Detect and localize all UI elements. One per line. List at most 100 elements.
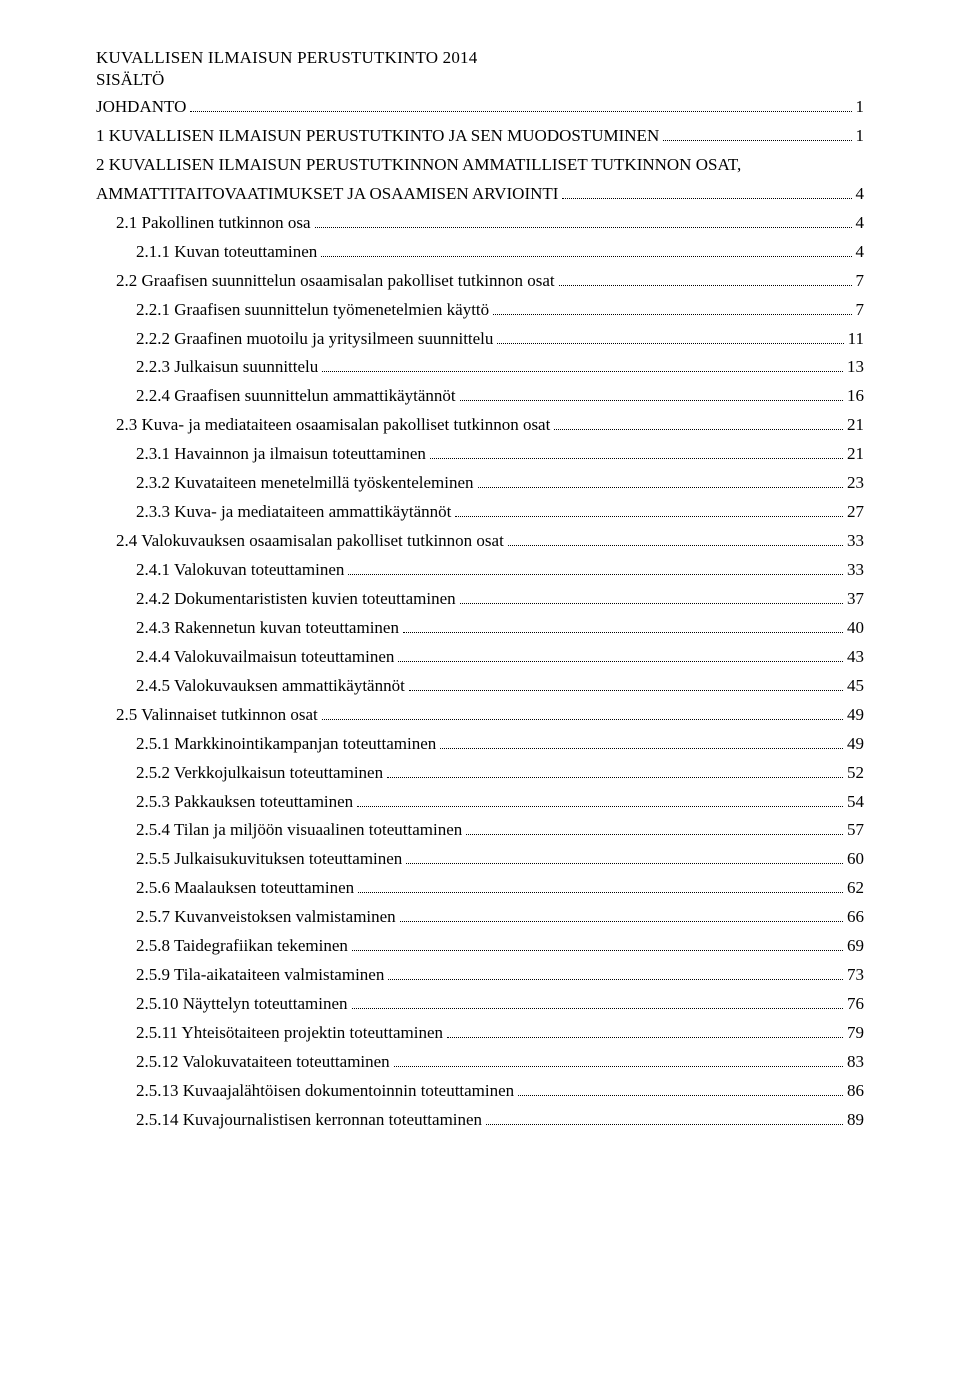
toc-page-number: 45: [847, 675, 864, 698]
toc-leader-dots: [486, 1124, 843, 1125]
toc-label: 2 KUVALLISEN ILMAISUN PERUSTUTKINNON AMM…: [96, 154, 864, 177]
toc-entry: 2.5.9 Tila-aikataiteen valmistaminen73: [96, 964, 864, 987]
toc-entry: 2.5.4 Tilan ja miljöön visuaalinen toteu…: [96, 819, 864, 842]
toc-page-number: 1: [856, 96, 865, 119]
toc-page-number: 83: [847, 1051, 864, 1074]
toc-entry: 2.5 Valinnaiset tutkinnon osat 49: [96, 704, 864, 727]
toc-leader-dots: [508, 545, 843, 546]
toc-page-number: 76: [847, 993, 864, 1016]
toc-label: 2.4 Valokuvauksen osaamisalan pakolliset…: [116, 530, 504, 553]
toc-leader-dots: [466, 834, 843, 835]
toc-label: 2.4.3 Rakennetun kuvan toteuttaminen: [136, 617, 399, 640]
toc-leader-dots: [440, 748, 843, 749]
toc-entry: 2.5.10 Näyttelyn toteuttaminen 76: [96, 993, 864, 1016]
toc-leader-dots: [403, 632, 843, 633]
document-title: KUVALLISEN ILMAISUN PERUSTUTKINTO 2014: [96, 48, 864, 68]
toc-leader-dots: [406, 863, 843, 864]
toc-page-number: 54: [847, 791, 864, 814]
toc-entry: 2.3 Kuva- ja mediataiteen osaamisalan pa…: [96, 414, 864, 437]
toc-leader-dots: [352, 950, 843, 951]
toc-page-number: 49: [847, 733, 864, 756]
toc-entry: 1 KUVALLISEN ILMAISUN PERUSTUTKINTO JA S…: [96, 125, 864, 148]
table-of-contents: JOHDANTO 1 1 KUVALLISEN ILMAISUN PERUSTUTK…: [96, 96, 864, 1132]
toc-label: 2.1.1 Kuvan toteuttaminen: [136, 241, 317, 264]
toc-page-number: 33: [847, 530, 864, 553]
toc-page-number: 7: [856, 299, 865, 322]
toc-page-number: 52: [847, 762, 864, 785]
toc-page-number: 79: [847, 1022, 864, 1045]
toc-page-number: 33: [847, 559, 864, 582]
toc-entry: 2.4.4 Valokuvailmaisun toteuttaminen43: [96, 646, 864, 669]
toc-entry: 2.3.1 Havainnon ja ilmaisun toteuttamine…: [96, 443, 864, 466]
toc-entry: 2.4.2 Dokumentarististen kuvien toteutta…: [96, 588, 864, 611]
toc-entry: 2.4.3 Rakennetun kuvan toteuttaminen40: [96, 617, 864, 640]
toc-page-number: 23: [847, 472, 864, 495]
toc-page-number: 4: [856, 183, 865, 206]
toc-entry: 2.5.6 Maalauksen toteuttaminen62: [96, 877, 864, 900]
toc-label: 2.5.14 Kuvajournalistisen kerronnan tote…: [136, 1109, 482, 1132]
toc-label: 2.4.2 Dokumentarististen kuvien toteutta…: [136, 588, 456, 611]
toc-label: 2.5.9 Tila-aikataiteen valmistaminen: [136, 964, 384, 987]
toc-label: 2.4.1 Valokuvan toteuttaminen: [136, 559, 344, 582]
toc-leader-dots: [493, 314, 851, 315]
toc-page-number: 21: [847, 443, 864, 466]
toc-leader-dots: [394, 1066, 843, 1067]
toc-leader-dots: [430, 458, 843, 459]
toc-entry: 2.5.12 Valokuvataiteen toteuttaminen83: [96, 1051, 864, 1074]
toc-page-number: 13: [847, 356, 864, 379]
toc-label: 2.5.1 Markkinointikampanjan toteuttamine…: [136, 733, 436, 756]
toc-page-number: 1: [856, 125, 865, 148]
toc-page-number: 86: [847, 1080, 864, 1103]
toc-label: 2.2.4 Graafisen suunnittelun ammattikäyt…: [136, 385, 456, 408]
toc-label: 2.5.2 Verkkojulkaisun toteuttaminen: [136, 762, 383, 785]
toc-page-number: 37: [847, 588, 864, 611]
toc-label: 2.5.3 Pakkauksen toteuttaminen: [136, 791, 353, 814]
toc-page-number: 11: [848, 328, 864, 351]
toc-leader-dots: [518, 1095, 843, 1096]
toc-leader-dots: [388, 979, 843, 980]
toc-leader-dots: [352, 1008, 843, 1009]
toc-entry: 2.4 Valokuvauksen osaamisalan pakolliset…: [96, 530, 864, 553]
toc-leader-dots: [315, 227, 852, 228]
toc-entry: 2.5.2 Verkkojulkaisun toteuttaminen 52: [96, 762, 864, 785]
toc-leader-dots: [322, 371, 843, 372]
toc-label: 2.3 Kuva- ja mediataiteen osaamisalan pa…: [116, 414, 550, 437]
toc-entry: 2.3.2 Kuvataiteen menetelmillä työskente…: [96, 472, 864, 495]
toc-entry: 2.2.1 Graafisen suunnittelun työmenetelm…: [96, 299, 864, 322]
toc-page-number: 66: [847, 906, 864, 929]
toc-heading: SISÄLTÖ: [96, 70, 864, 90]
toc-label: 2.1 Pakollinen tutkinnon osa: [116, 212, 311, 235]
toc-leader-dots: [460, 603, 843, 604]
toc-label: 2.3.3 Kuva- ja mediataiteen ammattikäytä…: [136, 501, 451, 524]
toc-label: 2.5.7 Kuvanveistoksen valmistaminen: [136, 906, 396, 929]
toc-leader-dots: [562, 198, 851, 199]
toc-page-number: 49: [847, 704, 864, 727]
toc-entry: 2.5.3 Pakkauksen toteuttaminen 54: [96, 791, 864, 814]
toc-label: 2.5 Valinnaiset tutkinnon osat: [116, 704, 318, 727]
toc-label: JOHDANTO: [96, 96, 186, 119]
toc-page-number: 21: [847, 414, 864, 437]
toc-leader-dots: [348, 574, 843, 575]
toc-label: 2.5.5 Julkaisukuvituksen toteuttaminen: [136, 848, 402, 871]
toc-entry: 2.1.1 Kuvan toteuttaminen4: [96, 241, 864, 264]
toc-entry: 2.5.11 Yhteisötaiteen projektin toteutta…: [96, 1022, 864, 1045]
toc-label: 2.2 Graafisen suunnittelun osaamisalan p…: [116, 270, 555, 293]
toc-leader-dots: [497, 343, 843, 344]
toc-label: 2.2.2 Graafinen muotoilu ja yritysilmeen…: [136, 328, 493, 351]
toc-entry: 2.2 Graafisen suunnittelun osaamisalan p…: [96, 270, 864, 293]
toc-leader-dots: [447, 1037, 843, 1038]
toc-label: 1 KUVALLISEN ILMAISUN PERUSTUTKINTO JA S…: [96, 125, 659, 148]
toc-page-number: 60: [847, 848, 864, 871]
toc-label: 2.4.4 Valokuvailmaisun toteuttaminen: [136, 646, 394, 669]
toc-leader-dots: [478, 487, 843, 488]
toc-leader-dots: [663, 140, 851, 141]
toc-label: 2.2.1 Graafisen suunnittelun työmenetelm…: [136, 299, 489, 322]
toc-leader-dots: [357, 806, 843, 807]
toc-label: 2.5.10 Näyttelyn toteuttaminen: [136, 993, 348, 1016]
toc-leader-dots: [358, 892, 843, 893]
toc-leader-dots: [398, 661, 843, 662]
toc-entry: 2.4.5 Valokuvauksen ammattikäytännöt45: [96, 675, 864, 698]
toc-entry: 2.4.1 Valokuvan toteuttaminen 33: [96, 559, 864, 582]
toc-page-number: 16: [847, 385, 864, 408]
toc-entry: JOHDANTO 1: [96, 96, 864, 119]
